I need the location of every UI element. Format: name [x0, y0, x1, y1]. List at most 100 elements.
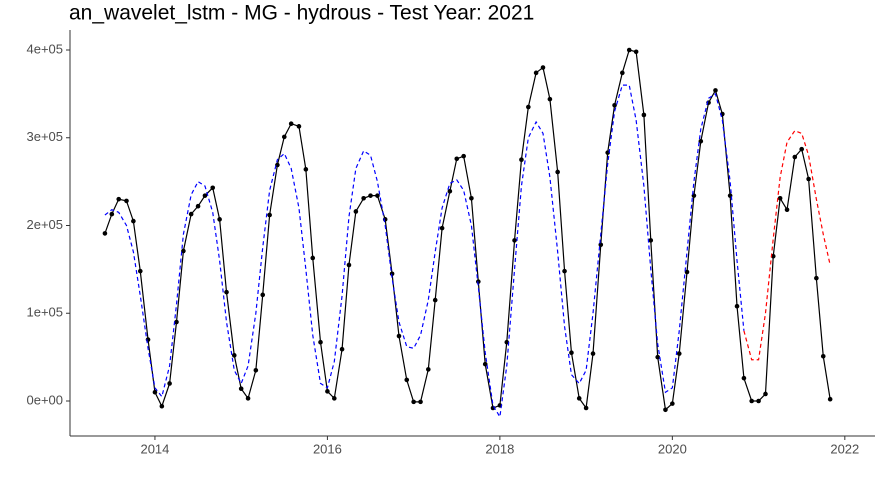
- data-point: [210, 185, 216, 191]
- data-point: [569, 350, 574, 356]
- data-point: [469, 195, 474, 201]
- data-point: [749, 398, 754, 404]
- data-point: [131, 218, 136, 224]
- data-point: [670, 401, 675, 406]
- data-point: [231, 353, 237, 358]
- data-point: [648, 238, 654, 243]
- data-point: [612, 102, 617, 108]
- data-point: [332, 396, 337, 401]
- data-point: [827, 396, 833, 402]
- data-point: [590, 351, 596, 356]
- data-point: [676, 351, 682, 356]
- data-point: [318, 339, 323, 345]
- data-point: [124, 198, 129, 204]
- data-point: [698, 138, 704, 144]
- x-tick-label: 2014: [140, 441, 169, 456]
- data-point: [281, 134, 287, 140]
- data-point: [202, 193, 208, 198]
- data-point: [562, 268, 567, 274]
- data-point: [583, 405, 589, 411]
- data-point: [109, 211, 115, 217]
- data-point: [461, 153, 466, 159]
- data-point: [620, 70, 625, 76]
- data-point: [799, 146, 805, 152]
- y-tick-label: 4e+05: [26, 41, 63, 56]
- chart-title: an_wavelet_lstm - MG - hydrous - Test Ye…: [69, 2, 534, 25]
- data-point: [763, 391, 768, 397]
- data-point: [137, 268, 143, 274]
- data-point: [626, 47, 632, 53]
- data-point: [116, 196, 122, 202]
- data-point: [152, 389, 158, 395]
- data-point: [633, 49, 639, 55]
- data-point: [102, 231, 108, 236]
- data-point: [439, 225, 445, 231]
- data-point: [734, 303, 740, 309]
- data-point: [519, 157, 524, 162]
- y-tick-label: 1e+05: [26, 305, 63, 320]
- data-point: [224, 289, 229, 295]
- data-point: [540, 65, 546, 70]
- data-point: [655, 354, 660, 360]
- data-point: [447, 188, 453, 194]
- data-point: [267, 212, 272, 218]
- data-point: [238, 386, 244, 392]
- series-line: [104, 84, 745, 419]
- data-point: [288, 121, 294, 127]
- data-point: [353, 209, 359, 214]
- data-point: [454, 156, 460, 162]
- data-point: [260, 292, 266, 298]
- data-point: [784, 207, 790, 213]
- data-point: [375, 193, 380, 198]
- data-point: [777, 195, 783, 201]
- data-point: [396, 333, 402, 339]
- data-point: [418, 399, 423, 405]
- data-point: [432, 297, 438, 303]
- data-point: [820, 353, 826, 359]
- data-point: [547, 96, 553, 102]
- data-point: [245, 396, 251, 401]
- data-point: [426, 367, 431, 372]
- data-point: [296, 124, 302, 129]
- x-tick-label: 2016: [313, 441, 342, 456]
- series-line: [104, 49, 831, 411]
- data-point: [555, 169, 560, 175]
- data-point: [303, 167, 309, 172]
- y-tick-label: 3e+05: [26, 129, 63, 144]
- data-point: [512, 238, 517, 243]
- data-point: [806, 176, 811, 182]
- data-point: [756, 398, 761, 404]
- data-point: [404, 377, 410, 383]
- data-point: [217, 217, 222, 222]
- data-point: [188, 211, 194, 217]
- data-point: [684, 269, 690, 275]
- x-tick-label: 2022: [830, 441, 859, 456]
- data-point: [504, 339, 510, 345]
- data-point: [482, 361, 488, 367]
- data-point: [346, 262, 352, 268]
- y-tick-label: 0e+00: [26, 392, 63, 407]
- data-point: [598, 242, 604, 248]
- data-point: [195, 203, 201, 209]
- data-point: [368, 193, 373, 198]
- data-point: [339, 346, 345, 352]
- data-point: [411, 399, 416, 405]
- data-point: [361, 195, 366, 201]
- y-tick-label: 2e+05: [26, 217, 63, 232]
- data-point: [310, 255, 316, 261]
- data-point: [533, 70, 539, 76]
- data-point: [576, 396, 582, 401]
- data-point: [814, 275, 819, 281]
- data-point: [713, 88, 718, 93]
- data-point: [792, 154, 798, 160]
- x-tick-label: 2020: [658, 441, 687, 456]
- series-line: [743, 130, 831, 361]
- data-point: [526, 104, 531, 110]
- data-point: [663, 407, 668, 413]
- data-point: [641, 112, 647, 118]
- data-point: [167, 381, 172, 386]
- data-point: [174, 319, 179, 325]
- data-point: [741, 375, 747, 381]
